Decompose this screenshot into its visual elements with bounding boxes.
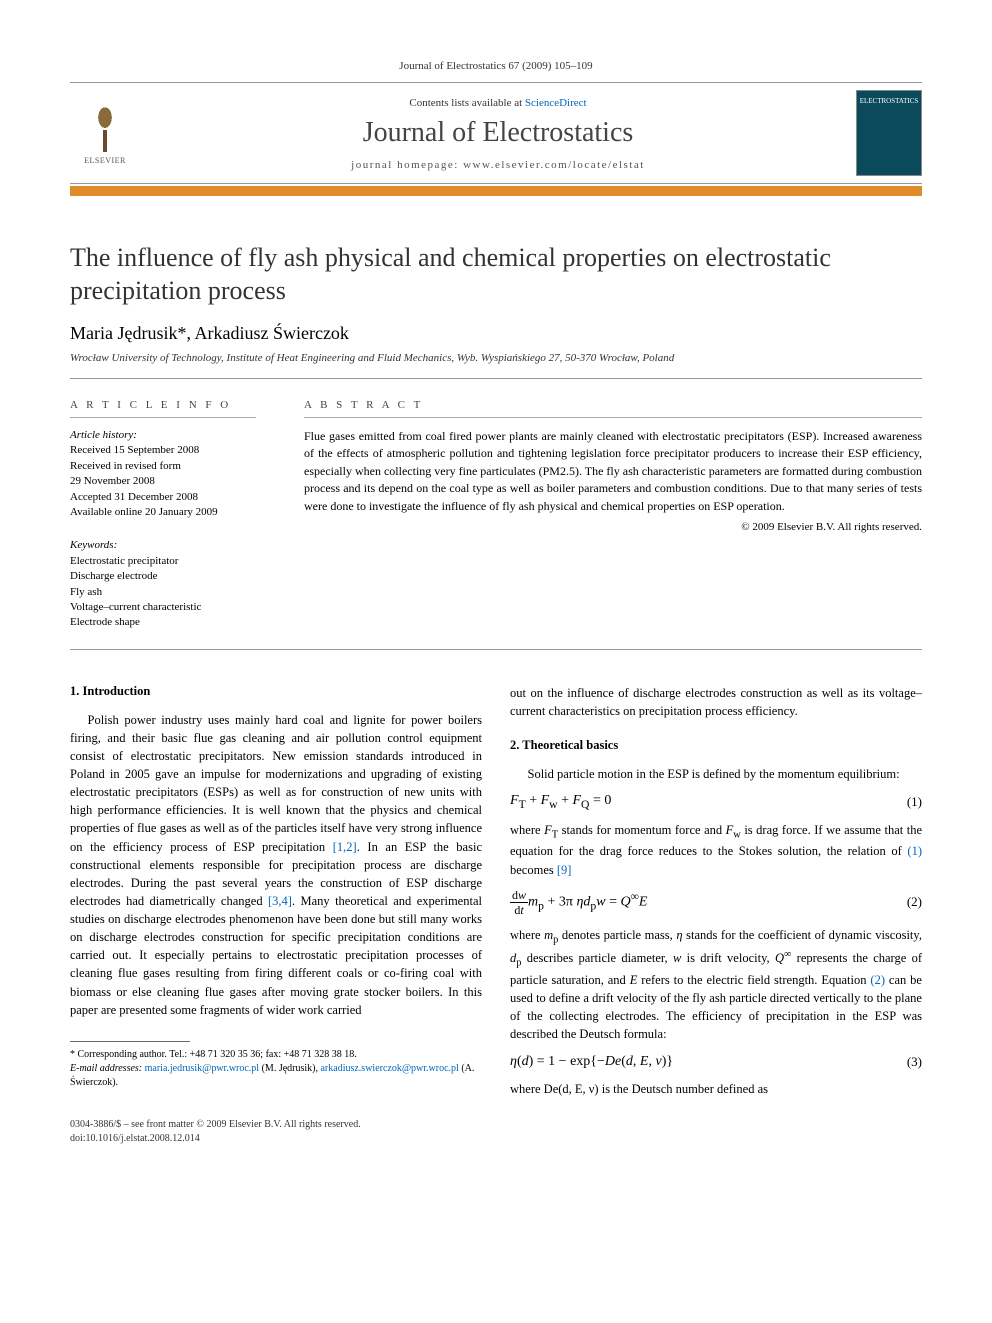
email-who: (M. Jędrusik), xyxy=(262,1063,318,1074)
section-heading-intro: 1. Introduction xyxy=(70,684,482,699)
abstract-copyright: © 2009 Elsevier B.V. All rights reserved… xyxy=(304,521,922,533)
footnote-separator xyxy=(70,1041,190,1042)
separator xyxy=(70,378,922,379)
section-heading-theory: 2. Theoretical basics xyxy=(510,738,922,753)
history-line: Available online 20 January 2009 xyxy=(70,505,256,520)
email-label: E-mail addresses: xyxy=(70,1063,142,1074)
keyword: Fly ash xyxy=(70,585,256,600)
footnotes: * Corresponding author. Tel.: +48 71 320… xyxy=(70,1048,482,1090)
elsevier-logo: ELSEVIER xyxy=(70,93,140,173)
corresponding-author: * Corresponding author. Tel.: +48 71 320… xyxy=(70,1048,482,1062)
history-line: Received 15 September 2008 xyxy=(70,443,256,458)
email-link[interactable]: arkadiusz.swierczok@pwr.wroc.pl xyxy=(320,1063,458,1074)
eq1-number: (1) xyxy=(897,794,922,810)
article-history: Article history: Received 15 September 2… xyxy=(70,428,256,520)
left-column: 1. Introduction Polish power industry us… xyxy=(70,684,482,1098)
ref-link[interactable]: (1) xyxy=(907,844,922,858)
keyword: Electrostatic precipitator xyxy=(70,554,256,569)
elsevier-tree-icon xyxy=(81,102,129,154)
eq2-body: dwdtmp + 3π ηdpw = Q∞E xyxy=(510,889,897,916)
history-line: Received in revised form xyxy=(70,459,256,474)
info-abstract-row: A R T I C L E I N F O Article history: R… xyxy=(70,399,922,650)
keywords-block: Keywords: Electrostatic precipitator Dis… xyxy=(70,538,256,630)
intro-continuation: out on the influence of discharge electr… xyxy=(510,684,922,720)
right-column: out on the influence of discharge electr… xyxy=(510,684,922,1098)
ref-link[interactable]: [1,2] xyxy=(333,840,357,854)
journal-cover-thumb: ELECTROSTATICS xyxy=(856,90,922,176)
keyword: Discharge electrode xyxy=(70,569,256,584)
ref-link[interactable]: (2) xyxy=(870,973,885,987)
keywords-heading: Keywords: xyxy=(70,538,256,553)
ref-link[interactable]: [9] xyxy=(557,863,572,877)
theory-p4: where De(d, E, ν) is the Deutsch number … xyxy=(510,1080,922,1098)
theory-p2: where FT stands for momentum force and F… xyxy=(510,821,922,879)
keyword: Electrode shape xyxy=(70,615,256,630)
theory-p1: Solid particle motion in the ESP is defi… xyxy=(510,765,922,783)
history-line: Accepted 31 December 2008 xyxy=(70,490,256,505)
page-footer: 0304-3886/$ – see front matter © 2009 El… xyxy=(70,1118,922,1146)
equation-2: dwdtmp + 3π ηdpw = Q∞E (2) xyxy=(510,889,922,916)
ref-link[interactable]: [3,4] xyxy=(268,894,292,908)
theory-p3: where mp denotes particle mass, η stands… xyxy=(510,926,922,1044)
email-link[interactable]: maria.jedrusik@pwr.wroc.pl xyxy=(145,1063,259,1074)
masthead: ELSEVIER Contents lists available at Sci… xyxy=(70,82,922,184)
equation-3: η(d) = 1 − exp{−De(d, E, ν)} (3) xyxy=(510,1054,922,1070)
article-info-column: A R T I C L E I N F O Article history: R… xyxy=(70,399,280,631)
intro-paragraph: Polish power industry uses mainly hard c… xyxy=(70,711,482,1019)
eq3-number: (3) xyxy=(897,1054,922,1070)
keyword: Voltage–current characteristic xyxy=(70,600,256,615)
contents-prefix: Contents lists available at xyxy=(409,97,524,109)
masthead-center: Contents lists available at ScienceDirec… xyxy=(140,83,856,183)
eq3-body: η(d) = 1 − exp{−De(d, E, ν)} xyxy=(510,1054,897,1070)
orange-bar xyxy=(70,186,922,196)
equation-1: FT + Fw + FQ = 0 (1) xyxy=(510,793,922,811)
elsevier-label: ELSEVIER xyxy=(84,156,126,165)
homepage-line: journal homepage: www.elsevier.com/locat… xyxy=(140,159,856,171)
authors: Maria Jędrusik*, Arkadiusz Świerczok xyxy=(70,323,922,344)
affiliation: Wrocław University of Technology, Instit… xyxy=(70,352,922,364)
history-line: 29 November 2008 xyxy=(70,474,256,489)
journal-name: Journal of Electrostatics xyxy=(140,117,856,149)
article-title: The influence of fly ash physical and ch… xyxy=(70,242,922,307)
body-columns: 1. Introduction Polish power industry us… xyxy=(70,684,922,1098)
abstract-column: A B S T R A C T Flue gases emitted from … xyxy=(280,399,922,631)
abstract-text: Flue gases emitted from coal fired power… xyxy=(304,428,922,515)
footer-line1: 0304-3886/$ – see front matter © 2009 El… xyxy=(70,1118,922,1132)
article-info-label: A R T I C L E I N F O xyxy=(70,399,256,418)
journal-header: Journal of Electrostatics 67 (2009) 105–… xyxy=(70,60,922,72)
sciencedirect-link[interactable]: ScienceDirect xyxy=(525,97,587,109)
history-heading: Article history: xyxy=(70,428,256,443)
eq1-body: FT + Fw + FQ = 0 xyxy=(510,793,897,811)
contents-line: Contents lists available at ScienceDirec… xyxy=(140,97,856,109)
abstract-label: A B S T R A C T xyxy=(304,399,922,418)
eq2-number: (2) xyxy=(897,894,922,910)
footer-doi: doi:10.1016/j.elstat.2008.12.014 xyxy=(70,1132,922,1146)
email-line: E-mail addresses: maria.jedrusik@pwr.wro… xyxy=(70,1062,482,1090)
